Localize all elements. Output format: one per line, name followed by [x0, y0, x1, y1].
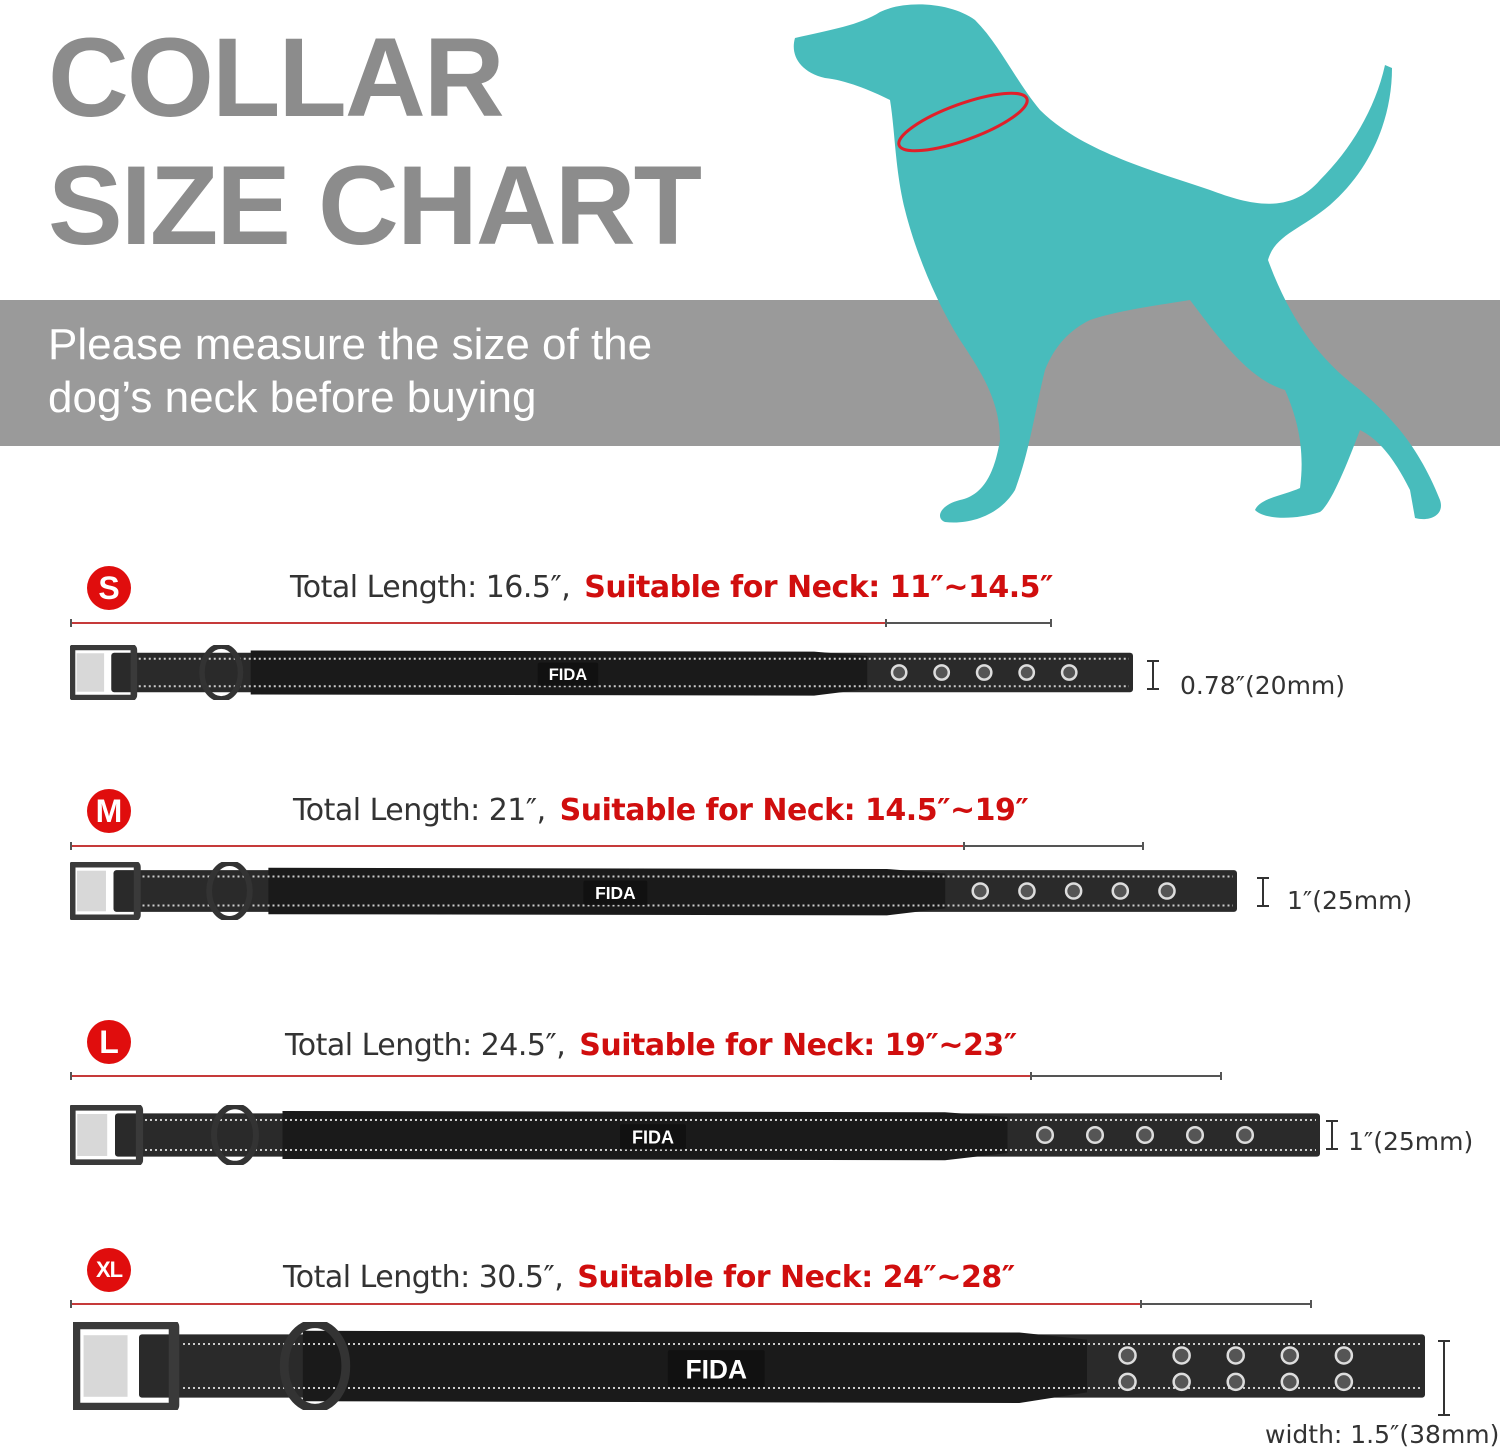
brand-tag [620, 1124, 686, 1150]
grommet-hole [1334, 1372, 1354, 1392]
d-ring-icon [199, 645, 244, 700]
grommet-hole [1280, 1372, 1300, 1392]
buckle-icon [70, 1105, 144, 1165]
brand-tag [667, 1350, 765, 1388]
buckle-icon [70, 862, 141, 920]
total-length: Total Length: 21″, [293, 793, 546, 828]
width-indicator [1147, 660, 1159, 690]
length-tick [1030, 1072, 1032, 1080]
grommet-hole [1226, 1372, 1245, 1392]
neck-range: Suitable for Neck: 11″~14.5″ [584, 570, 1053, 605]
length-tick [963, 842, 965, 850]
grommet-hole [1064, 882, 1083, 900]
brand-logo: FIDA [549, 666, 588, 684]
buckle-pad [77, 1114, 108, 1156]
grommet-hole [1085, 1125, 1105, 1145]
buckle-icon [73, 1322, 180, 1410]
size-badge-l: L [87, 1020, 131, 1064]
length-tick [70, 1300, 72, 1308]
extra-length-line [963, 845, 1142, 847]
grommet-hole [1235, 1125, 1255, 1145]
width-indicator [1257, 877, 1269, 907]
collar-m: FIDA [70, 862, 1237, 920]
width-label: 1″(25mm) [1348, 1127, 1474, 1156]
length-tick [885, 619, 887, 627]
length-tick [70, 619, 72, 627]
grommet-hole [1135, 1125, 1155, 1145]
title-line-1: COLLAR [48, 15, 505, 140]
length-tick [1310, 1300, 1312, 1308]
size-badge-xl: XL [87, 1248, 131, 1292]
length-tick [70, 1072, 72, 1080]
instruction-line-2: dog’s neck before buying [48, 373, 537, 422]
buckle-icon [70, 645, 138, 700]
total-length-line [70, 1303, 1140, 1305]
size-label: Total Length: 30.5″, Suitable for Neck: 2… [283, 1260, 1015, 1295]
grommet-hole [1118, 1372, 1137, 1392]
size-label: Total Length: 24.5″, Suitable for Neck: 1… [285, 1028, 1017, 1063]
grommet-hole [890, 664, 908, 681]
brand-logo: FIDA [632, 1127, 674, 1147]
width-label: width: 1.5″(38mm) [1265, 1420, 1500, 1449]
title-line-2: SIZE CHART [48, 143, 702, 268]
total-length-line [70, 1075, 1030, 1077]
d-ring-icon [279, 1322, 351, 1410]
dog-silhouette-icon [793, 4, 1441, 523]
grommet-hole [1060, 664, 1078, 681]
size-label: Total Length: 21″, Suitable for Neck: 14.… [293, 793, 1029, 828]
grommet-hole [971, 882, 990, 900]
grommet-hole [1172, 1372, 1191, 1392]
extra-length-line [885, 622, 1050, 624]
buckle-pad [76, 653, 105, 692]
d-ring-icon [211, 1105, 259, 1165]
size-badge-s: S [87, 566, 131, 610]
collar-xl: FIDA [73, 1322, 1425, 1410]
size-badge-m: M [87, 789, 131, 833]
width-label: 1″(25mm) [1287, 886, 1413, 915]
grommet-hole [933, 664, 951, 681]
width-indicator [1438, 1340, 1450, 1416]
grommet-hole [1280, 1346, 1300, 1365]
buckle-pad [83, 1335, 128, 1397]
total-length: Total Length: 30.5″, [283, 1260, 564, 1295]
neck-range: Suitable for Neck: 19″~23″ [579, 1028, 1017, 1063]
grommet-hole [1158, 882, 1176, 900]
grommet-hole [1334, 1346, 1354, 1365]
brand-tag [583, 880, 648, 905]
width-label: 0.78″(20mm) [1180, 671, 1346, 700]
length-tick [1142, 842, 1144, 850]
brand-logo: FIDA [595, 883, 636, 903]
instruction-text: Please measure the size of the dog’s nec… [48, 318, 652, 424]
total-length: Total Length: 16.5″, [290, 570, 571, 605]
extra-length-line [1140, 1303, 1310, 1305]
d-ring-icon [206, 862, 253, 920]
brand-logo: FIDA [685, 1354, 747, 1384]
total-length-line [70, 622, 885, 624]
grommet-hole [975, 664, 993, 681]
size-label: Total Length: 16.5″, Suitable for Neck: 1… [290, 570, 1053, 605]
collar-l: FIDA [70, 1105, 1320, 1165]
buckle-pad [76, 870, 106, 912]
grommet-hole [1035, 1125, 1055, 1145]
grommet-hole [1111, 882, 1130, 900]
width-indicator [1326, 1120, 1338, 1150]
total-length-line [70, 845, 963, 847]
collar-s: FIDA [70, 645, 1133, 700]
grommet-hole [1185, 1125, 1205, 1145]
extra-length-line [1030, 1075, 1220, 1077]
grommet-hole [1018, 882, 1036, 900]
brand-tag [537, 662, 599, 686]
instruction-line-1: Please measure the size of the [48, 320, 653, 369]
neck-range: Suitable for Neck: 14.5″~19″ [559, 793, 1029, 828]
length-tick [70, 842, 72, 850]
grommet-hole [1118, 1346, 1137, 1365]
length-tick [1050, 619, 1052, 627]
length-tick [1140, 1300, 1142, 1308]
length-tick [1220, 1072, 1222, 1080]
grommet-hole [1172, 1346, 1191, 1365]
grommet-hole [1226, 1346, 1245, 1365]
total-length: Total Length: 24.5″, [285, 1028, 566, 1063]
grommet-hole [1018, 664, 1036, 681]
neck-range: Suitable for Neck: 24″~28″ [577, 1260, 1015, 1295]
